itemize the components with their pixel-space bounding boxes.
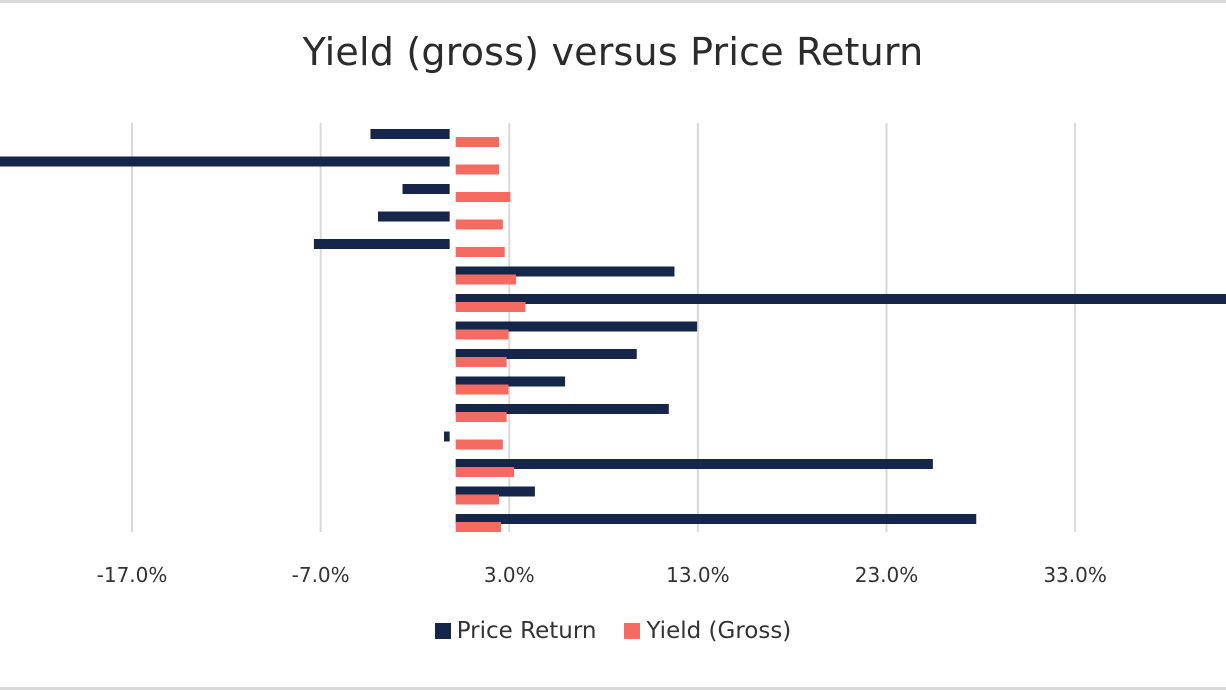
yield-gross-bar-0 — [455, 137, 500, 147]
legend: Price Return Yield (Gross) — [0, 618, 1226, 644]
price-return-bar-2 — [402, 184, 450, 194]
legend-label-price-return: Price Return — [456, 618, 597, 644]
price-return-bar-1 — [0, 156, 450, 167]
price-return-bar-4 — [313, 239, 450, 249]
legend-item-price-return: Price Return — [434, 618, 597, 644]
yield-gross-bar-12 — [455, 467, 515, 477]
price-return-bar-10 — [455, 404, 669, 414]
yield-gross-bar-1 — [455, 164, 500, 175]
x-tick-label-5: 33.0% — [1043, 563, 1107, 587]
yield-gross-bar-8 — [455, 357, 507, 367]
yield-gross-bar-6 — [455, 302, 526, 312]
yield-gross-bar-2 — [455, 192, 511, 202]
price-return-bar-12 — [455, 459, 933, 469]
legend-item-yield-gross: Yield (Gross) — [624, 618, 791, 644]
price-return-bar-7 — [455, 321, 698, 332]
x-tick-label-3: 13.0% — [666, 563, 730, 587]
chart-title: Yield (gross) versus Price Return — [302, 30, 924, 74]
price-return-bar-14 — [455, 514, 977, 524]
price-return-bar-11 — [444, 431, 450, 442]
legend-label-yield-gross: Yield (Gross) — [646, 618, 792, 644]
price-return-bar-8 — [455, 349, 637, 359]
x-tick-label-0: -17.0% — [97, 563, 168, 587]
price-return-bar-6 — [455, 294, 1226, 304]
yield-gross-bar-5 — [455, 274, 517, 285]
price-return-bar-9 — [455, 376, 566, 387]
x-tick-label-1: -7.0% — [292, 563, 350, 587]
price-return-bar-5 — [455, 266, 675, 277]
legend-swatch-yield-gross — [624, 623, 641, 639]
yield-gross-bar-13 — [455, 494, 500, 505]
yield-gross-bar-4 — [455, 247, 505, 257]
yield-gross-bar-9 — [455, 384, 509, 395]
yield-gross-bar-3 — [455, 219, 503, 230]
price-return-bar-0 — [370, 129, 450, 139]
price-return-bar-13 — [455, 486, 535, 497]
price-return-bar-3 — [378, 211, 450, 222]
yield-gross-bar-7 — [455, 329, 509, 340]
x-tick-label-2: 3.0% — [484, 563, 535, 587]
yield-gross-bar-11 — [455, 439, 503, 450]
x-tick-label-4: 23.0% — [855, 563, 919, 587]
yield-gross-bar-14 — [455, 522, 501, 532]
legend-swatch-price-return — [434, 623, 451, 639]
yield-gross-bar-10 — [455, 412, 507, 422]
